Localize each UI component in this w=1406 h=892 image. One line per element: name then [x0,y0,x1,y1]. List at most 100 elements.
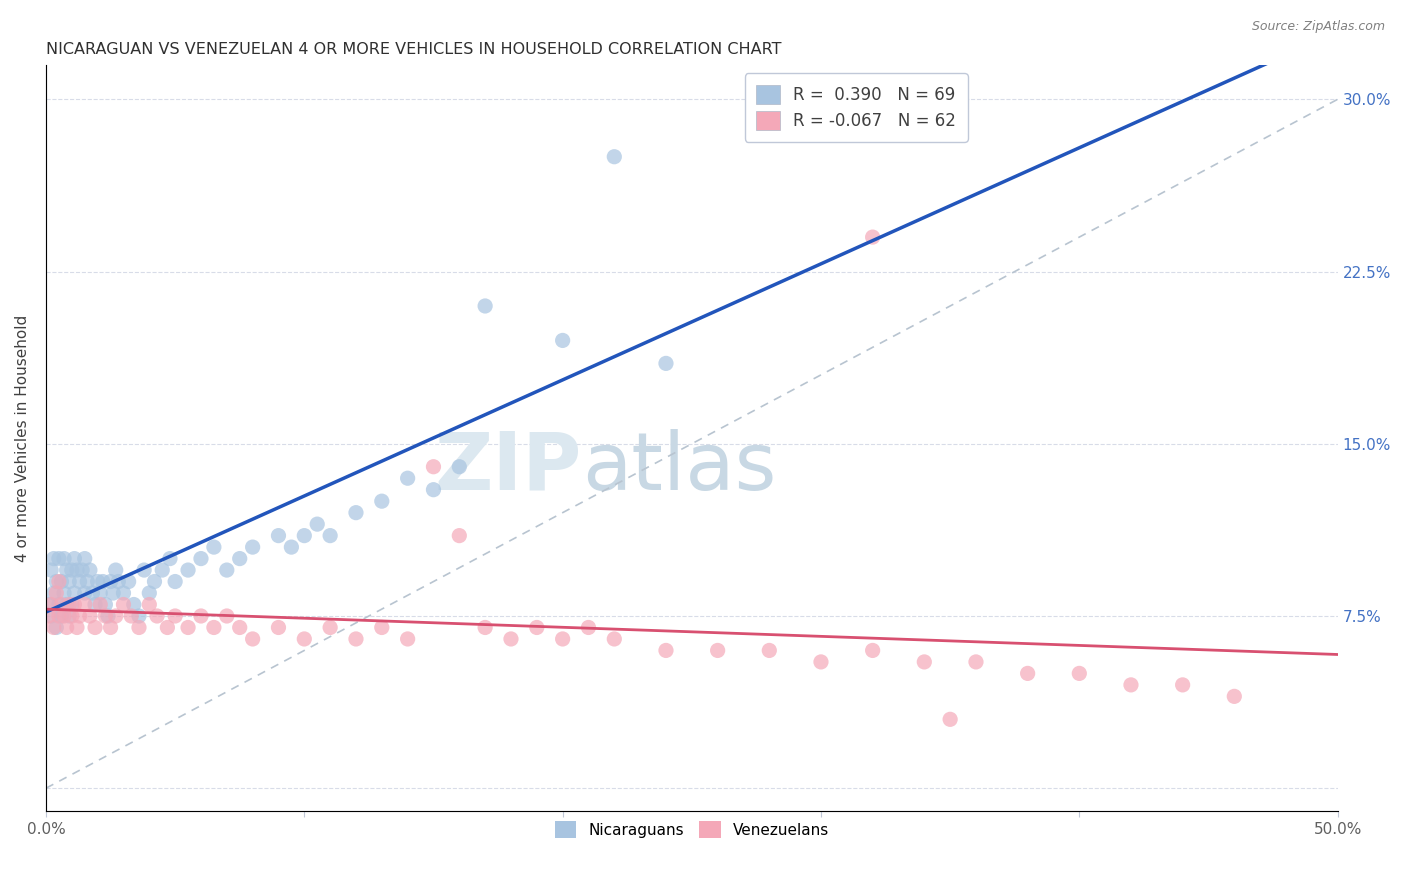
Point [706,643,728,657]
Point [862,230,884,244]
Point [1017,666,1039,681]
Text: NICARAGUAN VS VENEZUELAN 4 OR MORE VEHICLES IN HOUSEHOLD CORRELATION CHART: NICARAGUAN VS VENEZUELAN 4 OR MORE VEHIC… [46,42,782,57]
Point [655,643,678,657]
Point [48,609,70,624]
Point [292,528,315,542]
Point [79,563,101,577]
Point [89,598,111,612]
Point [128,609,150,624]
Point [603,632,626,646]
Point [159,551,181,566]
Point [965,655,987,669]
Point [292,632,315,646]
Point [58,598,80,612]
Point [165,574,187,589]
Point [66,563,89,577]
Point [1119,678,1142,692]
Point [66,620,89,634]
Point [202,540,225,554]
Point [215,563,238,577]
Point [51,574,73,589]
Point [1171,678,1194,692]
Point [138,586,160,600]
Point [73,598,96,612]
Point [45,574,67,589]
Point [551,632,574,646]
Point [449,528,471,542]
Point [39,598,62,612]
Point [499,632,522,646]
Point [86,574,108,589]
Point [156,620,179,634]
Point [58,609,80,624]
Point [1069,666,1091,681]
Point [82,586,104,600]
Point [91,574,114,589]
Point [319,620,342,634]
Point [38,609,60,624]
Text: atlas: atlas [582,429,776,507]
Point [39,609,62,624]
Point [84,620,107,634]
Point [758,643,780,657]
Point [939,712,962,726]
Point [48,574,70,589]
Point [100,620,122,634]
Point [101,586,124,600]
Point [94,598,117,612]
Point [55,620,77,634]
Point [60,563,83,577]
Point [449,459,471,474]
Point [48,551,70,566]
Point [396,632,419,646]
Point [39,563,62,577]
Point [60,598,83,612]
Point [55,598,77,612]
Text: Source: ZipAtlas.com: Source: ZipAtlas.com [1251,20,1385,33]
Point [53,609,76,624]
Point [70,563,93,577]
Point [51,598,73,612]
Point [138,598,160,612]
Point [474,620,496,634]
Point [53,586,76,600]
Point [422,459,444,474]
Point [242,540,264,554]
Y-axis label: 4 or more Vehicles in Household: 4 or more Vehicles in Household [15,314,30,562]
Point [228,551,250,566]
Legend: Nicaraguans, Venezuelans: Nicaraguans, Venezuelans [548,814,835,845]
Point [267,620,290,634]
Point [112,598,135,612]
Point [267,528,290,542]
Point [551,334,574,348]
Point [122,598,145,612]
Point [242,632,264,646]
Point [319,528,342,542]
Point [150,563,173,577]
Point [84,598,107,612]
Point [45,620,67,634]
Point [73,551,96,566]
Point [55,563,77,577]
Point [146,609,169,624]
Point [371,620,394,634]
Point [69,574,91,589]
Point [104,563,127,577]
Point [94,609,117,624]
Point [396,471,419,485]
Point [73,586,96,600]
Point [100,574,122,589]
Point [76,574,98,589]
Point [526,620,548,634]
Point [1223,690,1246,704]
Point [578,620,600,634]
Point [79,609,101,624]
Point [215,609,238,624]
Point [344,632,367,646]
Point [63,551,86,566]
Point [89,586,111,600]
Point [371,494,394,508]
Point [344,506,367,520]
Text: ZIP: ZIP [434,429,582,507]
Point [165,609,187,624]
